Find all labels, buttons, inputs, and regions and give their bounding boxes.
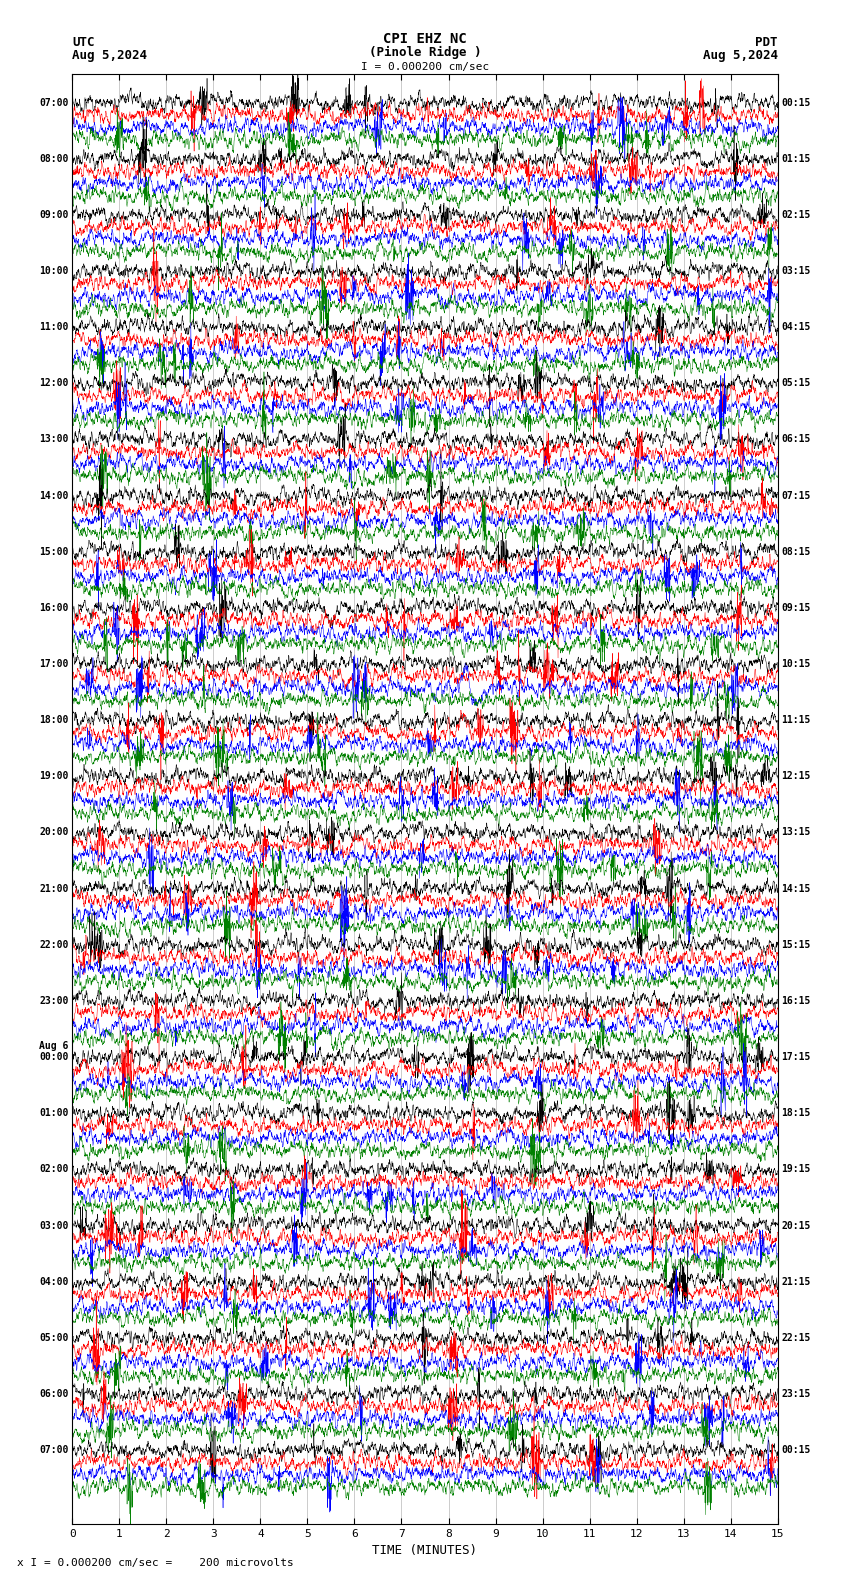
Text: 11:00: 11:00 [39,322,69,333]
Text: 20:00: 20:00 [39,827,69,838]
Text: 23:00: 23:00 [39,996,69,1006]
Text: UTC: UTC [72,36,94,49]
Text: 19:00: 19:00 [39,771,69,781]
Text: 04:00: 04:00 [39,1277,69,1286]
Text: 00:15: 00:15 [781,98,811,108]
Text: 05:15: 05:15 [781,379,811,388]
Text: 20:15: 20:15 [781,1221,811,1231]
Text: 02:00: 02:00 [39,1164,69,1174]
Text: 17:00: 17:00 [39,659,69,668]
Text: 19:15: 19:15 [781,1164,811,1174]
Text: 09:00: 09:00 [39,209,69,220]
Text: 13:00: 13:00 [39,434,69,445]
Text: 22:00: 22:00 [39,939,69,950]
Text: 15:15: 15:15 [781,939,811,950]
Text: x I = 0.000200 cm/sec =    200 microvolts: x I = 0.000200 cm/sec = 200 microvolts [17,1559,294,1568]
Text: Aug 5,2024: Aug 5,2024 [72,49,147,62]
Text: 21:00: 21:00 [39,884,69,893]
Text: Aug 6: Aug 6 [39,1041,69,1052]
Text: Aug 5,2024: Aug 5,2024 [703,49,778,62]
Text: 13:15: 13:15 [781,827,811,838]
Text: 05:00: 05:00 [39,1332,69,1343]
Text: 16:15: 16:15 [781,996,811,1006]
Text: 00:15: 00:15 [781,1445,811,1456]
Text: 11:15: 11:15 [781,714,811,725]
Text: 23:15: 23:15 [781,1389,811,1399]
Text: (Pinole Ridge ): (Pinole Ridge ) [369,46,481,59]
Text: 03:15: 03:15 [781,266,811,276]
Text: 18:00: 18:00 [39,714,69,725]
Text: 07:15: 07:15 [781,491,811,501]
Text: 14:15: 14:15 [781,884,811,893]
Text: 00:00: 00:00 [39,1052,69,1061]
Text: 02:15: 02:15 [781,209,811,220]
Text: 10:15: 10:15 [781,659,811,668]
Text: 01:00: 01:00 [39,1109,69,1118]
Text: 08:00: 08:00 [39,154,69,163]
Text: 16:00: 16:00 [39,604,69,613]
Text: 14:00: 14:00 [39,491,69,501]
Text: CPI EHZ NC: CPI EHZ NC [383,32,467,46]
Text: 07:00: 07:00 [39,98,69,108]
Text: 01:15: 01:15 [781,154,811,163]
Text: 10:00: 10:00 [39,266,69,276]
Text: 06:00: 06:00 [39,1389,69,1399]
Text: 06:15: 06:15 [781,434,811,445]
Text: 08:15: 08:15 [781,546,811,556]
X-axis label: TIME (MINUTES): TIME (MINUTES) [372,1544,478,1557]
Text: 07:00: 07:00 [39,1445,69,1456]
Text: 22:15: 22:15 [781,1332,811,1343]
Text: 09:15: 09:15 [781,604,811,613]
Text: I = 0.000200 cm/sec: I = 0.000200 cm/sec [361,62,489,71]
Text: 18:15: 18:15 [781,1109,811,1118]
Text: 12:15: 12:15 [781,771,811,781]
Text: 04:15: 04:15 [781,322,811,333]
Text: 12:00: 12:00 [39,379,69,388]
Text: 03:00: 03:00 [39,1221,69,1231]
Text: PDT: PDT [756,36,778,49]
Text: 15:00: 15:00 [39,546,69,556]
Text: 17:15: 17:15 [781,1052,811,1061]
Text: 21:15: 21:15 [781,1277,811,1286]
